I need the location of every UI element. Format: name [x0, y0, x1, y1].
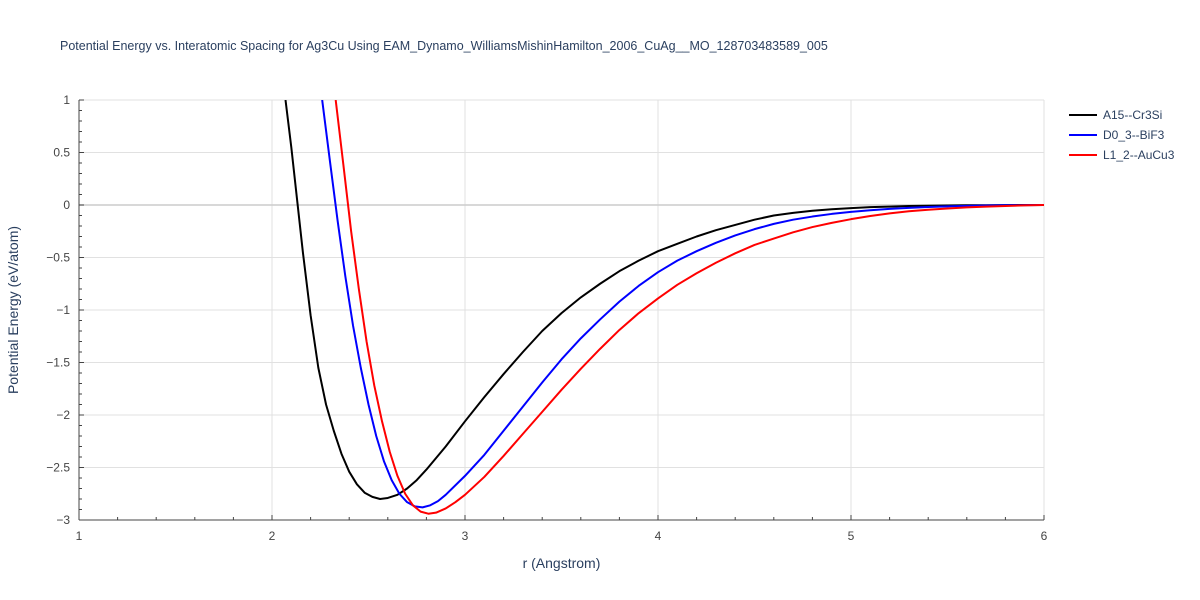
legend-label-3: L1_2--AuCu3	[1103, 148, 1175, 162]
y-tick-labels: 1 0.5 0 −0.5 −1 −1.5 −2 −2.5 −3	[46, 93, 70, 527]
y-tick-label: −2	[56, 408, 70, 422]
x-tick-label: 6	[1041, 529, 1048, 543]
series-lines	[284, 100, 1044, 515]
y-tick-label: −1.5	[46, 356, 70, 370]
legend-label-2: D0_3--BiF3	[1103, 128, 1165, 142]
axes	[78, 99, 1045, 521]
y-tick-label: 0	[63, 198, 70, 212]
x-tick-label: 3	[462, 529, 469, 543]
y-tick-label: 0.5	[53, 146, 70, 160]
series-line-2	[321, 100, 1044, 509]
y-axis-title: Potential Energy (eV/atom)	[5, 226, 21, 394]
y-tick-label: −3	[56, 513, 70, 527]
x-axis-title: r (Angstrom)	[523, 555, 601, 571]
chart-title: Potential Energy vs. Interatomic Spacing…	[60, 39, 828, 53]
x-tick-label: 5	[848, 529, 855, 543]
y-tick-label: −1	[56, 303, 70, 317]
legend: A15--Cr3Si D0_3--BiF3 L1_2--AuCu3	[1069, 108, 1175, 162]
x-tick-label: 4	[655, 529, 662, 543]
x-tick-labels: 1 2 3 4 5 6	[76, 529, 1048, 543]
y-tick-label: 1	[63, 93, 70, 107]
x-tick-label: 2	[269, 529, 276, 543]
legend-label-1: A15--Cr3Si	[1103, 108, 1162, 122]
series-line-3	[334, 100, 1044, 515]
y-tick-label: −2.5	[46, 461, 70, 475]
y-tick-label: −0.5	[46, 251, 70, 265]
series-line-1	[284, 100, 1044, 500]
grid-lines	[79, 99, 1045, 520]
x-tick-label: 1	[76, 529, 83, 543]
